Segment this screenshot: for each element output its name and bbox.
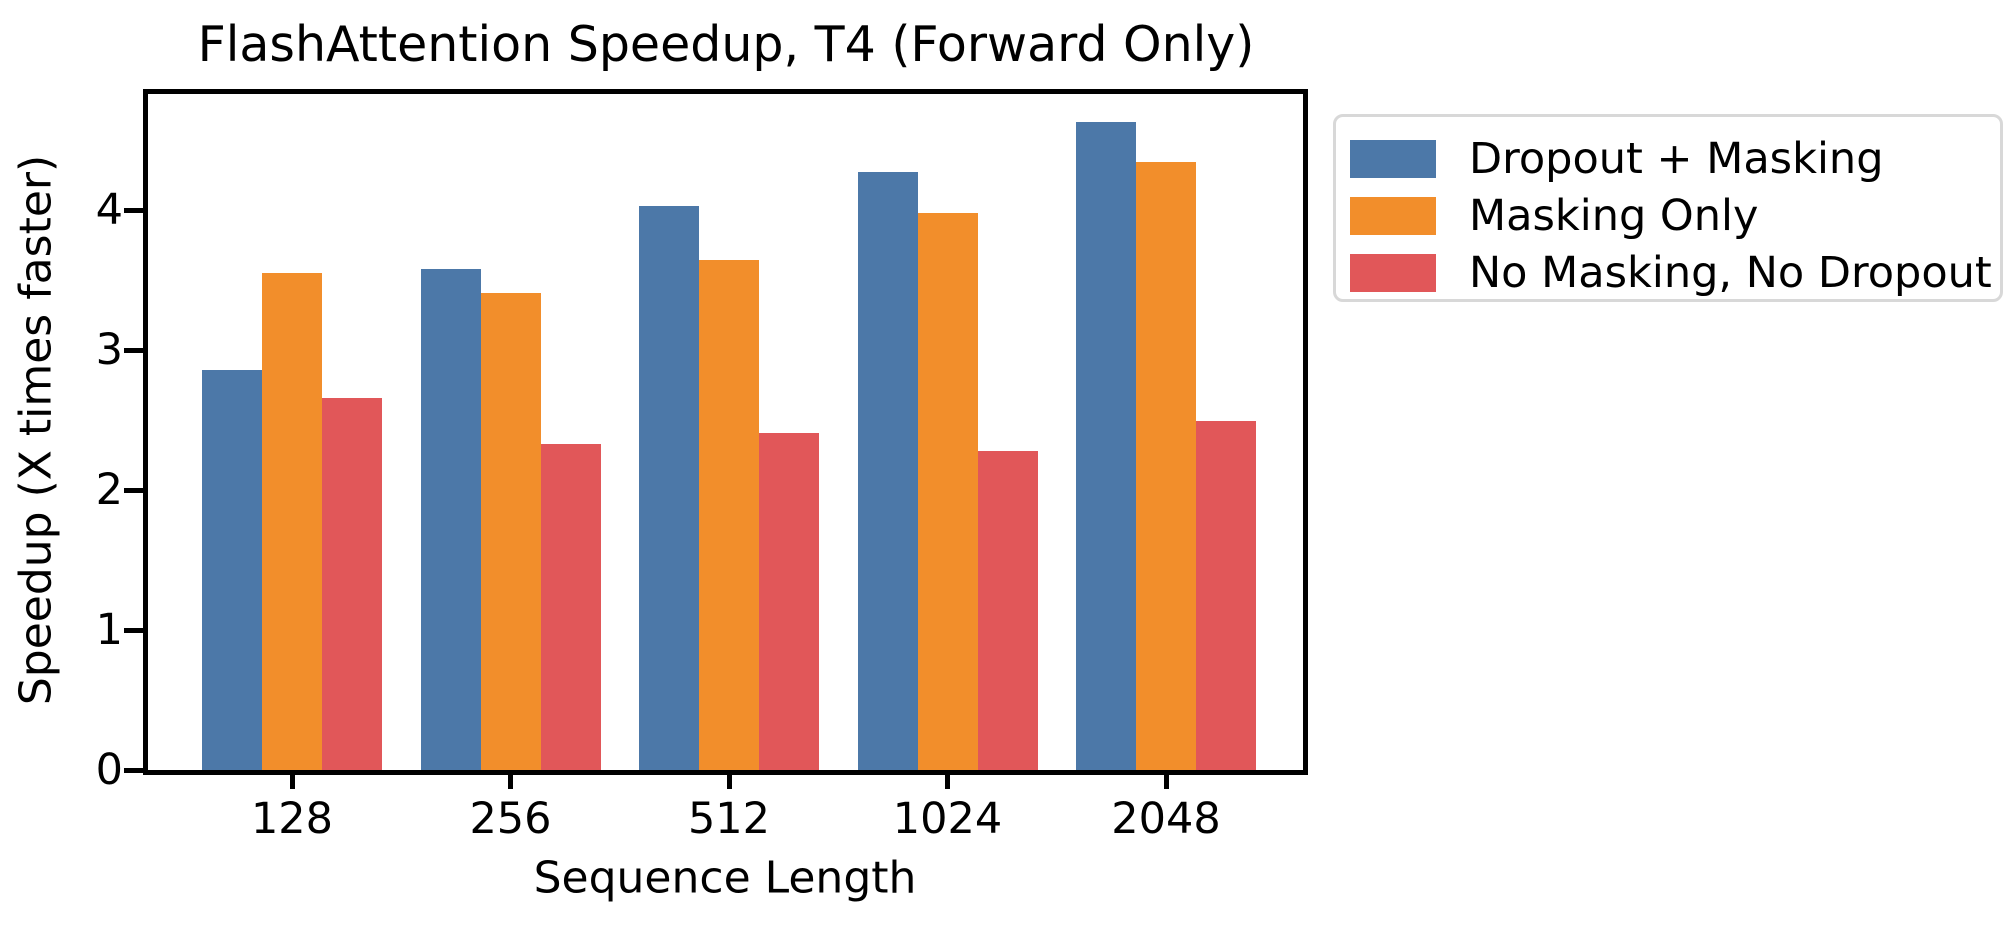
right-spine xyxy=(1303,89,1308,775)
legend-label: Dropout + Masking xyxy=(1469,133,1884,184)
y-tick-label: 3 xyxy=(95,325,123,375)
bar-dropout-masking-1024 xyxy=(858,172,918,770)
bar-masking-only-2048 xyxy=(1136,162,1196,770)
x-tick-label: 2048 xyxy=(1111,794,1221,844)
x-axis-label: Sequence Length xyxy=(533,852,917,904)
y-axis-label: Speedup (X times faster) xyxy=(10,154,62,706)
plot-area: 0 1 2 3 4 128 256 512 1024 2048 xyxy=(96,89,1308,841)
legend-swatch-icon xyxy=(1350,253,1436,292)
legend-item: No Masking, No Dropout xyxy=(1350,244,2000,301)
bar-dropout-masking-128 xyxy=(202,370,262,770)
legend-label: No Masking, No Dropout xyxy=(1469,247,1992,298)
legend-item: Masking Only xyxy=(1350,187,2000,244)
bar-no-masking-no-dropout-1024 xyxy=(978,451,1038,770)
bar-no-masking-no-dropout-2048 xyxy=(1196,421,1256,770)
bottom-spine xyxy=(143,770,1308,775)
left-spine xyxy=(143,89,148,775)
bar-no-masking-no-dropout-256 xyxy=(541,444,601,770)
y-tick-mark xyxy=(124,347,143,353)
x-tick-mark xyxy=(1163,770,1169,789)
y-tick-label: 0 xyxy=(95,745,123,795)
x-tick-mark xyxy=(945,770,950,789)
bar-dropout-masking-256 xyxy=(421,269,481,770)
top-spine xyxy=(143,89,1308,94)
legend-swatch-icon xyxy=(1350,139,1436,178)
bar-dropout-masking-2048 xyxy=(1076,122,1136,770)
bar-masking-only-512 xyxy=(699,260,759,770)
legend: Dropout + Masking Masking Only No Masking,… xyxy=(1333,114,2003,302)
x-tick-mark xyxy=(726,770,732,789)
y-tick-mark xyxy=(124,487,143,493)
legend-label: Masking Only xyxy=(1469,190,1759,241)
x-tick-label: 512 xyxy=(687,794,771,844)
legend-item: Dropout + Masking xyxy=(1350,130,2000,187)
chart-title: FlashAttention Speedup, T4 (Forward Only… xyxy=(197,16,1255,73)
x-tick-mark xyxy=(508,770,513,789)
bar-masking-only-128 xyxy=(262,273,322,770)
y-tick-label: 1 xyxy=(95,605,123,655)
y-tick-mark xyxy=(124,627,143,633)
bar-no-masking-no-dropout-512 xyxy=(759,433,819,770)
y-tick-label: 2 xyxy=(95,465,123,515)
y-tick-label: 4 xyxy=(95,185,123,235)
x-tick-label: 1024 xyxy=(892,794,1003,844)
x-tick-label: 256 xyxy=(469,794,552,844)
x-tick-label: 128 xyxy=(250,794,334,844)
bar-dropout-masking-512 xyxy=(639,206,699,770)
y-tick-mark xyxy=(124,767,143,773)
bar-masking-only-1024 xyxy=(918,213,978,770)
legend-swatch-icon xyxy=(1350,196,1436,235)
x-tick-mark xyxy=(289,770,295,789)
y-tick-mark xyxy=(124,207,143,213)
bar-no-masking-no-dropout-128 xyxy=(322,398,382,770)
bar-masking-only-256 xyxy=(481,293,541,770)
